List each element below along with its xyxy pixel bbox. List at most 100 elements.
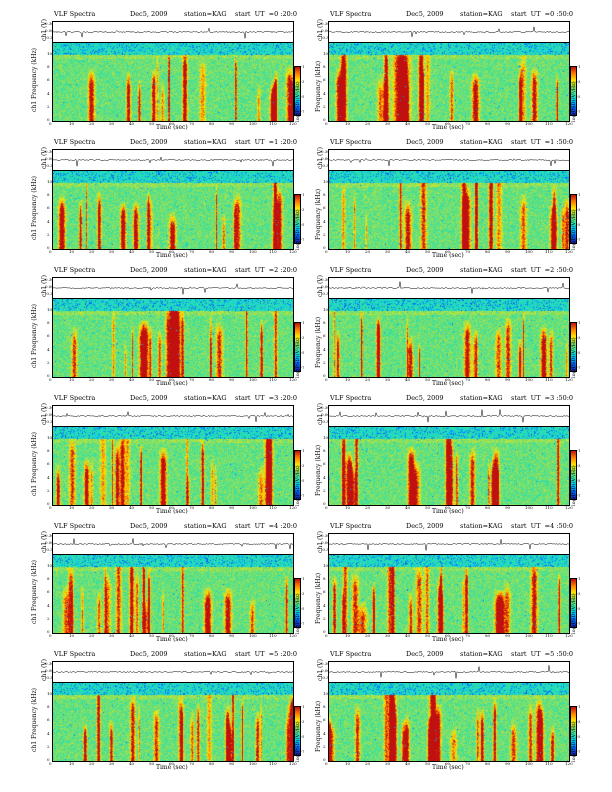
waveform-svg — [329, 281, 569, 294]
waveform-tick-label: 0.00 — [321, 540, 330, 545]
frequency-tick-label: 6 — [323, 77, 326, 83]
time-axis-label: Time (sec) — [432, 380, 464, 387]
time-tick-label: 120 — [565, 377, 573, 382]
waveform-tick-label: 0.00 — [321, 284, 330, 289]
frequency-tick-label: 4 — [323, 730, 326, 736]
colorbar-tick-label: -1 — [577, 449, 581, 453]
colorbar-tick-label: -3 — [301, 208, 305, 212]
waveform-tick-label: -0.30 — [45, 291, 56, 296]
time-tick-label: 80 — [209, 377, 215, 382]
colorbar — [570, 450, 577, 500]
colorbar-tick-label: -7 — [577, 750, 581, 754]
frequency-tick-label: 2 — [323, 615, 326, 621]
time-tick-label: 30 — [109, 249, 115, 254]
time-tick-label: 80 — [485, 505, 491, 510]
time-tick-label: 60 — [445, 121, 451, 126]
time-tick-label: 110 — [545, 121, 553, 126]
frequency-tick-label: 4 — [323, 218, 326, 224]
frequency-tick-label: 0 — [323, 629, 326, 634]
frequency-tick-label: 4 — [47, 218, 50, 224]
frequency-tick-label: 8 — [47, 576, 50, 582]
frequency-tick-label: 0 — [323, 117, 326, 122]
time-tick-label: 80 — [209, 121, 215, 126]
time-tick-label: 0 — [49, 633, 52, 638]
panel-title-station: station=KAG — [184, 650, 227, 658]
colorbar-tick-label: -3 — [301, 720, 305, 724]
colorbar-tick-label: -5 — [577, 351, 581, 355]
spectrogram-panel: VLF Spectra Dec5, 2009 station=KAG start UT… — [288, 650, 581, 771]
colorbar-tick-label: -3 — [301, 80, 305, 84]
waveform-tick-label: -0.30 — [321, 163, 332, 168]
colorbar-tick-label: -1 — [301, 193, 305, 197]
frequency-tick-label: 4 — [47, 346, 50, 352]
time-tick-label: 30 — [385, 761, 391, 766]
frequency-axis-label: Frequency (kHz) — [315, 316, 322, 368]
waveform-tick-label: 0.30 — [45, 533, 54, 538]
waveform-svg — [53, 27, 293, 39]
panel-title-station: station=KAG — [460, 650, 503, 658]
waveform-tick-label: 0.30 — [45, 21, 54, 26]
spectrogram-image — [52, 682, 294, 762]
time-tick-label: 120 — [289, 761, 297, 766]
spectrogram-panel: VLF Spectra Dec5, 2009 station=KAG start UT… — [12, 650, 305, 771]
frequency-tick-label: 4 — [323, 90, 326, 96]
frequency-axis-label: Frequency (kHz) — [315, 444, 322, 496]
waveform-tick-label: 0.30 — [45, 149, 54, 154]
waveform-trace — [328, 533, 570, 555]
colorbar-tick-label: -1 — [301, 321, 305, 325]
time-tick-label: 100 — [525, 505, 533, 510]
colorbar — [294, 322, 301, 372]
spectrogram-panel: VLF Spectra Dec5, 2009 station=KAG start UT… — [288, 522, 580, 643]
panel-title-station: station=KAG — [460, 394, 503, 402]
panel-title-station: station=KAG — [184, 522, 227, 530]
time-tick-label: 120 — [565, 505, 573, 510]
time-tick-label: 120 — [289, 249, 297, 254]
spectrogram-canvas — [329, 427, 569, 505]
frequency-tick-label: 10 — [323, 51, 329, 56]
panel-title-date: Dec5, 2009 — [406, 650, 444, 658]
colorbar-tick-label: -1 — [577, 65, 581, 69]
time-tick-label: 50 — [425, 377, 431, 382]
time-tick-label: 50 — [149, 249, 155, 254]
waveform-trace — [52, 661, 294, 683]
time-tick-label: 40 — [405, 505, 411, 510]
time-tick-label: 30 — [109, 505, 115, 510]
frequency-tick-label: 10 — [323, 435, 329, 440]
waveform-trace — [52, 533, 294, 555]
frequency-tick-label: 8 — [47, 704, 50, 710]
waveform-svg — [53, 670, 293, 676]
time-tick-label: 50 — [425, 761, 431, 766]
time-tick-label: 10 — [345, 633, 351, 638]
colorbar-tick-label: -5 — [577, 479, 581, 483]
time-tick-label: 110 — [545, 505, 553, 510]
frequency-axis-label: ch1 Frequency (kHz) — [31, 175, 38, 240]
time-tick-label: 110 — [269, 761, 277, 766]
panel-title-product: VLF Spectra — [54, 650, 96, 658]
colorbar-tick-label: -7 — [301, 238, 305, 242]
waveform-tick-label: 0.00 — [321, 412, 330, 417]
time-tick-label: 0 — [325, 377, 328, 382]
frequency-tick-label: 2 — [47, 487, 50, 493]
colorbar-tick-label: -5 — [577, 95, 581, 99]
time-tick-label: 110 — [269, 121, 277, 126]
time-tick-label: 30 — [109, 377, 115, 382]
panel-title-start: start UT =3 :20:0 — [235, 394, 298, 402]
time-tick-label: 90 — [505, 249, 511, 254]
colorbar — [570, 578, 577, 628]
panel-title-product: VLF Spectra — [54, 394, 96, 402]
frequency-tick-label: 4 — [47, 730, 50, 736]
spectrogram-panel: VLF Spectra Dec5, 2009 station=KAG start UT… — [12, 522, 304, 643]
panel-title-start: start UT =4 :20:0 — [235, 522, 298, 530]
time-tick-label: 60 — [169, 121, 175, 126]
frequency-tick-label: 10 — [323, 307, 329, 312]
panel-title-product: VLF Spectra — [54, 266, 96, 274]
time-tick-label: 0 — [49, 249, 52, 254]
time-tick-label: 100 — [525, 249, 533, 254]
panel-title-date: Dec5, 2009 — [406, 266, 444, 274]
time-tick-label: 50 — [149, 377, 155, 382]
waveform-tick-label: -0.30 — [321, 547, 332, 552]
waveform-svg — [53, 411, 293, 422]
time-axis-label: Time (sec) — [156, 508, 188, 515]
panel-title-station: station=KAG — [460, 138, 503, 146]
time-tick-label: 40 — [129, 121, 135, 126]
